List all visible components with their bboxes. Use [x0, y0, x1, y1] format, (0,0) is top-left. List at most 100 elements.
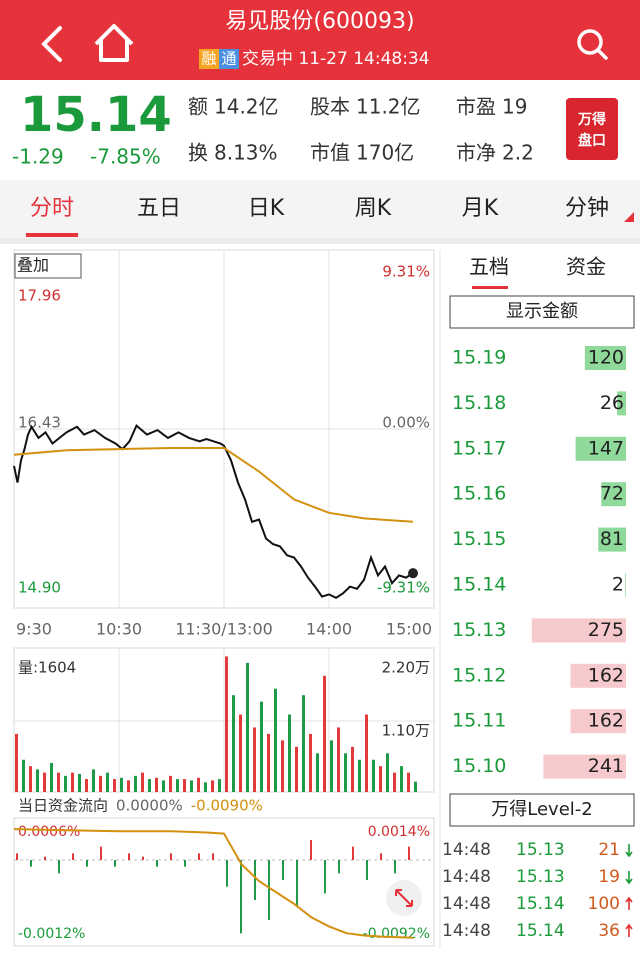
volume-bar	[253, 727, 256, 792]
flow-bar	[86, 860, 88, 867]
overlay-button[interactable]	[14, 253, 82, 279]
volume-title: 量:1604	[18, 659, 76, 677]
volume-bar	[260, 701, 263, 792]
volume-bar	[43, 772, 46, 792]
flow-bar	[198, 853, 200, 860]
flow-bar	[16, 853, 18, 860]
flow-bar	[72, 853, 74, 860]
book-volume: 120	[588, 347, 624, 369]
volume-bar	[169, 775, 172, 792]
tab[interactable]: 分钟	[565, 196, 609, 221]
volume-bar	[295, 746, 298, 792]
stat-value: 8.13%	[214, 141, 278, 165]
book-bar	[598, 527, 626, 552]
trade-volume: 100	[588, 894, 620, 914]
y2-tick-label: -9.31%	[377, 579, 430, 597]
book-bar	[584, 346, 626, 370]
overlay-label: 叠加	[17, 256, 49, 275]
trade-arrow	[625, 844, 633, 858]
trade-time: 14:48	[442, 921, 491, 941]
volume-bar	[85, 779, 88, 792]
volume-bar	[183, 779, 186, 792]
y2-tick-label: -0.0092%	[363, 926, 430, 942]
trade-price: 15.13	[516, 867, 565, 887]
tab[interactable]: 分时	[30, 196, 74, 221]
book-bar	[543, 754, 626, 779]
volume-bar	[288, 714, 291, 792]
volume-bar	[344, 753, 347, 792]
volume-bar	[225, 656, 228, 792]
volume-bar	[393, 772, 396, 792]
stat-key: 市净	[456, 141, 496, 165]
volume-bar	[127, 780, 130, 792]
trade-arrow	[625, 923, 633, 937]
book-price: 15.14	[452, 574, 506, 596]
stat-value: 170亿	[356, 141, 414, 165]
volume-bar	[204, 782, 207, 792]
volume-bar	[323, 675, 326, 792]
tab[interactable]: 周K	[355, 196, 392, 221]
volume-bar	[246, 662, 249, 792]
book-bar	[570, 663, 626, 688]
book-bar	[531, 618, 626, 643]
book-bar	[570, 709, 626, 734]
flow-bar	[184, 860, 186, 867]
amount-label: 显示金额	[506, 301, 578, 322]
search-button[interactable]	[577, 29, 608, 60]
expand-icon	[395, 889, 413, 907]
home-button[interactable]	[94, 24, 134, 62]
stat-value: 19	[502, 95, 527, 119]
book-price: 15.18	[452, 392, 506, 414]
stat-value: 11.2亿	[356, 95, 421, 119]
side-tab[interactable]: 资金	[566, 255, 606, 279]
volume-bar	[71, 772, 74, 792]
back-button[interactable]	[41, 26, 62, 62]
tab[interactable]: 月K	[462, 196, 499, 221]
search-icon	[577, 29, 603, 55]
x-tick-label: 11:30/13:00	[175, 620, 273, 639]
tab[interactable]: 五日	[137, 196, 181, 221]
trade-volume: 36	[598, 921, 620, 941]
flow-bar	[58, 860, 60, 874]
book-volume: 81	[600, 528, 624, 550]
volume-bar	[36, 769, 39, 792]
volume-bar	[267, 733, 270, 792]
stat-key: 股本	[310, 95, 350, 119]
book-volume: 162	[588, 710, 624, 732]
volume-bar	[218, 779, 221, 792]
level2-button[interactable]	[449, 793, 635, 827]
volume-bar	[15, 733, 18, 792]
flow-bar	[128, 853, 130, 860]
last-price: 15.14	[20, 87, 172, 143]
book-price: 15.15	[452, 528, 506, 550]
flow-line	[13, 828, 414, 939]
flow-bar	[352, 846, 354, 860]
flow-bar	[170, 853, 172, 860]
trade-volume: 19	[598, 867, 620, 887]
volume-bar	[155, 777, 158, 792]
book-volume: 147	[588, 437, 624, 459]
wind-badge[interactable]	[566, 98, 618, 160]
volume-bar	[239, 714, 242, 792]
book-bar	[575, 436, 626, 461]
flow-bar	[296, 860, 298, 907]
volume-bar	[274, 688, 277, 792]
volume-bar	[316, 753, 319, 792]
volume-bar	[330, 740, 333, 792]
tab[interactable]: 日K	[248, 196, 285, 221]
book-price: 15.10	[452, 755, 506, 777]
volume-bar	[113, 779, 116, 792]
stock-title: 易见股份(600093)	[225, 9, 414, 34]
volume-bar	[162, 780, 165, 792]
y2-tick-label: 9.31%	[382, 263, 430, 281]
volume-bar	[358, 759, 361, 792]
book-bar	[625, 573, 626, 597]
flow-title: 当日资金流向	[18, 797, 108, 815]
volume-bar	[400, 766, 403, 792]
side-tab[interactable]: 五档	[469, 255, 509, 279]
tab-underline	[472, 286, 508, 289]
y-tick-label: -0.0012%	[18, 926, 85, 942]
flow-bar	[254, 860, 256, 900]
amount-button[interactable]	[449, 295, 635, 329]
book-price: 15.13	[452, 619, 506, 641]
